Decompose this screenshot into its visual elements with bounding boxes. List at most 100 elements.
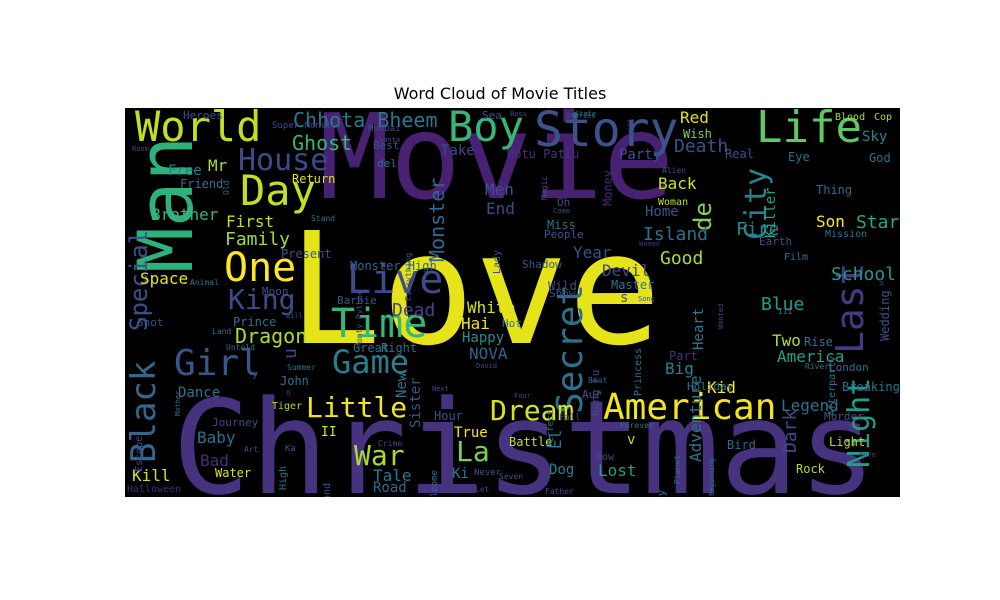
cloud-word: Motu Patlu <box>507 147 580 161</box>
cloud-word: Dead <box>392 300 436 321</box>
cloud-word: Born <box>859 451 876 459</box>
cloud-word: River <box>805 362 830 371</box>
cloud-word: Sea <box>482 109 502 122</box>
cloud-word: Free <box>168 163 202 179</box>
cloud-word: Son <box>816 212 845 231</box>
cloud-word: Perfect <box>546 409 556 448</box>
cloud-word: Moon <box>262 285 289 298</box>
cloud-word: NOVA <box>469 344 508 363</box>
cloud-word: Now <box>596 452 615 463</box>
cloud-word: Big <box>665 359 694 378</box>
cloud-word: Everything <box>404 252 413 301</box>
cloud-word: Earth <box>759 235 793 248</box>
cloud-word: Eye <box>788 150 810 164</box>
cloud-word: Present <box>281 247 332 261</box>
cloud-word: Love <box>288 199 662 380</box>
cloud-word: Stand <box>311 214 336 223</box>
cloud-word: Real <box>725 147 754 161</box>
cloud-word: Mission <box>825 229 868 240</box>
cloud-word: Alien <box>662 166 687 175</box>
chart-title: Word Cloud of Movie Titles <box>393 84 607 103</box>
cloud-word: Tiger <box>272 401 303 412</box>
cloud-word: Aur <box>582 388 602 401</box>
cloud-word: Escape <box>134 435 145 472</box>
cloud-word: History <box>655 490 668 497</box>
cloud-word: Monster High <box>350 259 437 273</box>
cloud-word: Oh <box>557 196 571 209</box>
cloud-word: Next <box>432 385 449 393</box>
cloud-word: Shadow <box>522 258 562 271</box>
cloud-word: Mumbai <box>368 124 401 134</box>
cloud-word: Game <box>332 343 410 381</box>
cloud-word: Fall <box>559 413 581 423</box>
cloud-word: Film <box>784 252 809 263</box>
cloud-word: People <box>544 228 584 241</box>
cloud-word: Monty Python <box>355 289 364 348</box>
cloud-word: Back <box>658 174 697 193</box>
cloud-word: Home <box>645 204 679 220</box>
cloud-word: White <box>467 298 516 317</box>
cloud-word: School <box>831 264 897 285</box>
cloud-word: Crime <box>378 439 403 448</box>
cloud-word: God <box>869 151 891 165</box>
cloud-word: Tale <box>373 466 412 485</box>
cloud-word: Road <box>373 480 407 496</box>
cloud-word: Woman <box>658 197 689 208</box>
cloud-word: Red <box>680 108 709 127</box>
cloud-word: Death <box>674 136 729 157</box>
cloud-word: Untold <box>226 343 255 352</box>
cloud-word: Shot <box>137 316 164 329</box>
cloud-word: Show <box>549 287 576 300</box>
cloud-word: Bad <box>200 451 229 470</box>
cloud-word: Star <box>856 212 900 233</box>
cloud-word: Hot <box>502 317 522 330</box>
cloud-word: Best <box>373 139 400 152</box>
cloud-word: Return <box>292 172 336 186</box>
cloud-word: Take <box>441 143 475 159</box>
cloud-word: Super Monster <box>272 121 343 131</box>
cloud-word: Sky <box>862 129 888 145</box>
cloud-word: High <box>278 465 289 490</box>
cloud-word: Happy <box>462 330 505 346</box>
cloud-word: Song <box>638 295 655 303</box>
cloud-word: Rise <box>804 335 833 349</box>
cloud-word: Animal <box>190 278 219 287</box>
cloud-word: Live <box>347 257 444 303</box>
cloud-word: Planet <box>673 454 682 484</box>
cloud-word: y <box>252 369 259 380</box>
cloud-word: King <box>228 283 296 316</box>
cloud-word: Prince <box>233 315 277 329</box>
cloud-word: Afterparty <box>827 355 838 416</box>
cloud-word: True <box>454 425 488 441</box>
cloud-word: Christmas <box>172 372 877 497</box>
cloud-word: Money <box>601 169 615 206</box>
cloud-word: Murder <box>824 410 864 423</box>
cloud-word: Art <box>244 445 259 454</box>
cloud-word: Movie <box>319 108 675 226</box>
cloud-word: Killer <box>763 187 779 239</box>
cloud-word: Stories <box>566 112 596 120</box>
cloud-word: Princess <box>633 347 644 396</box>
cloud-word: Bill <box>286 312 303 320</box>
cloud-word: War <box>354 439 405 472</box>
cloud-word: Sister <box>408 377 424 429</box>
cloud-word: Room <box>132 145 149 153</box>
cloud-word: Great <box>353 341 390 355</box>
cloud-word: Magic <box>540 175 549 200</box>
cloud-word: Lady <box>492 249 503 274</box>
cloud-word: Heart <box>691 307 707 350</box>
cloud-word: III <box>778 307 793 316</box>
cloud-word: del <box>377 157 397 170</box>
cloud-word: u <box>280 347 301 359</box>
cloud-word: Seven <box>499 472 524 481</box>
cloud-word: Never <box>474 468 502 478</box>
cloud-word: World <box>135 108 262 151</box>
cloud-word: Wish <box>683 127 712 141</box>
cloud-word: First <box>226 212 275 231</box>
cloud-word: David <box>476 362 498 370</box>
cloud-word: Thing <box>816 183 853 197</box>
cloud-word: Battle <box>509 435 553 449</box>
cloud-word: Men <box>485 180 514 199</box>
cloud-word: Women <box>639 240 661 248</box>
cloud-word: Two <box>772 331 801 350</box>
